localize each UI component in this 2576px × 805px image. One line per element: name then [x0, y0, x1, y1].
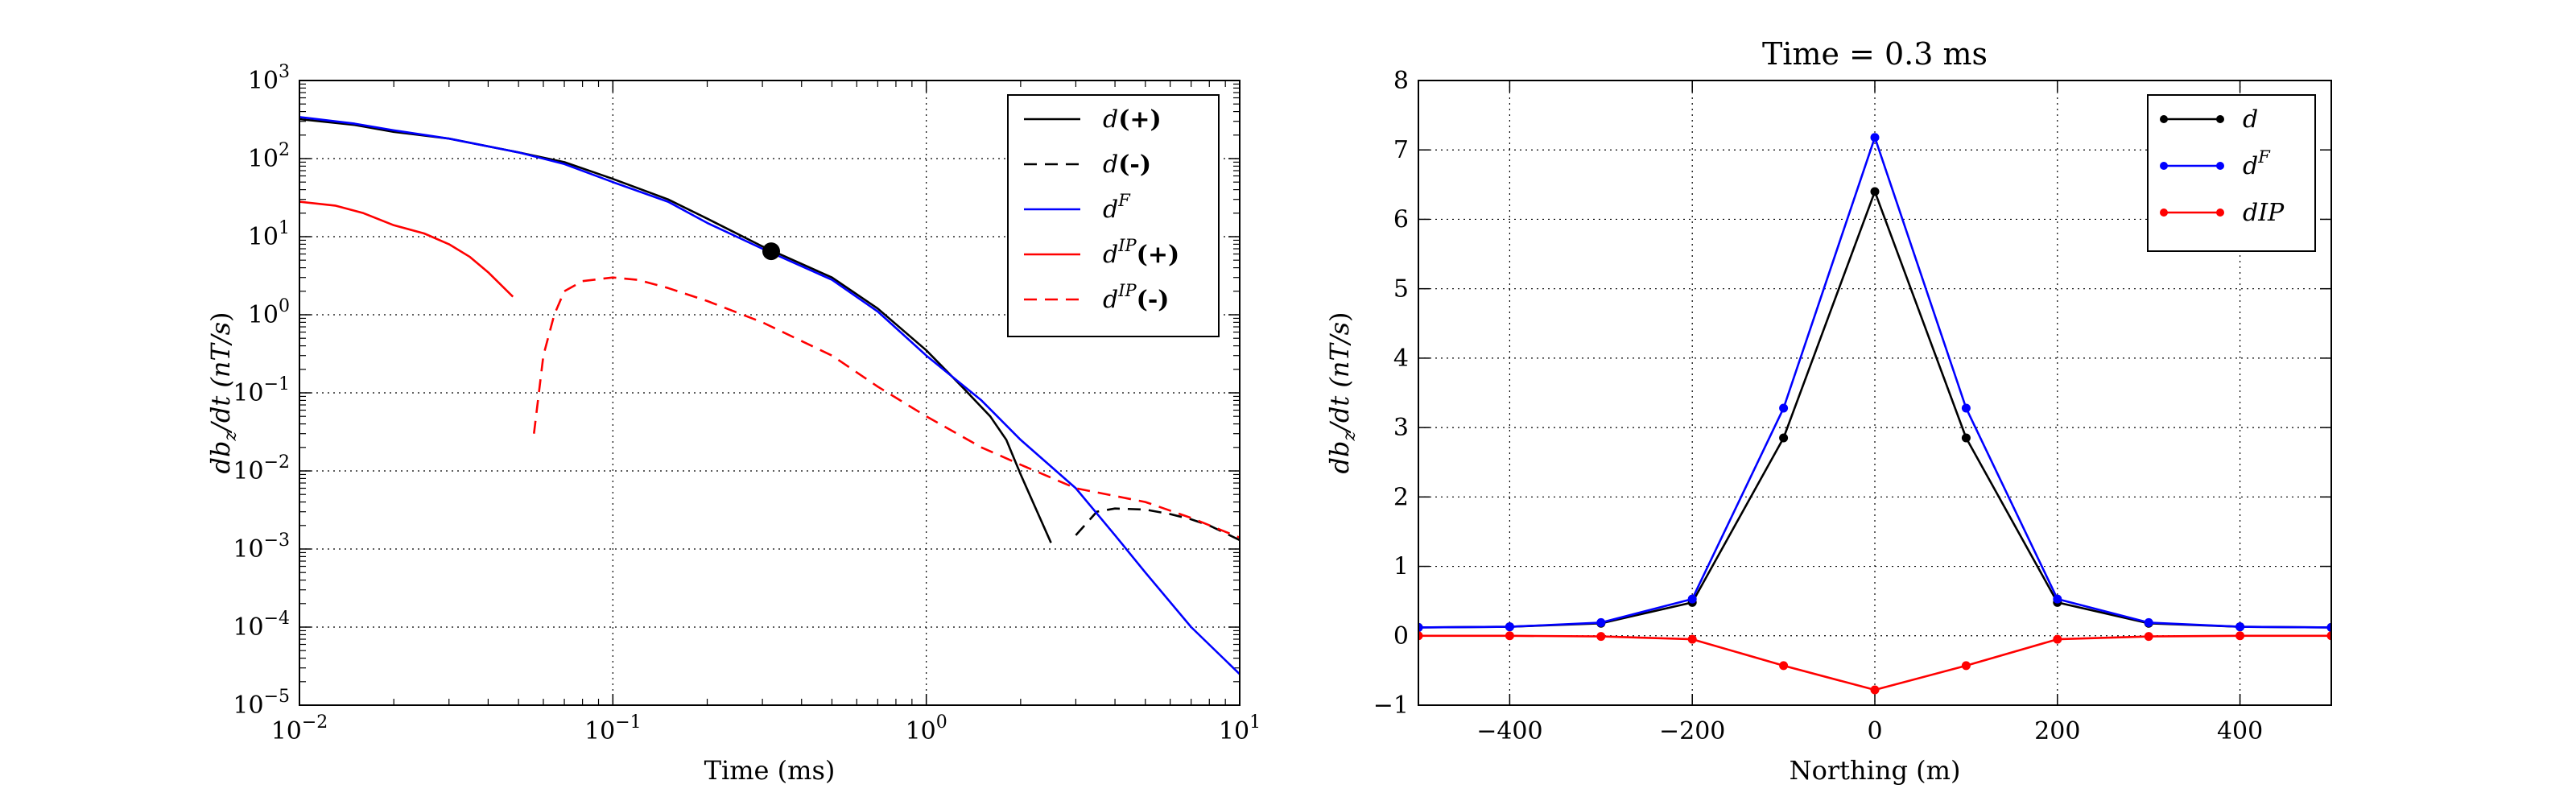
series-group: [299, 116, 1240, 675]
data-point: [1961, 403, 1971, 413]
y-tick-label: 7: [1393, 136, 1409, 164]
y-tick-label: 4: [1393, 345, 1409, 373]
y-tick-label: 2: [1393, 483, 1409, 511]
y-tick-label: 0: [1393, 622, 1409, 650]
y-tick-label: 101: [248, 218, 290, 251]
legend-label: dF: [2243, 147, 2271, 180]
legend-label: dF: [1103, 191, 1131, 224]
data-point: [1418, 631, 1423, 641]
y-tick-label: 1: [1393, 553, 1409, 581]
data-point: [2235, 631, 2245, 641]
data-point: [1687, 634, 1697, 644]
y-tick-label: 10−4: [233, 609, 290, 642]
data-point: [1596, 617, 1606, 627]
y-axis-label: dbz/dt (nT/s): [1324, 312, 1360, 474]
data-point: [1961, 661, 1971, 671]
legend-label: dIP: [2243, 199, 2285, 227]
y-axis-label: dbz/dt (nT/s): [205, 312, 241, 474]
data-point: [1418, 622, 1423, 632]
y-tick-label: 100: [248, 296, 290, 329]
data-point: [2144, 632, 2153, 642]
data-point: [1870, 133, 1880, 142]
y-tick-label: 10−3: [233, 530, 290, 564]
series-group: [1418, 133, 2331, 695]
y-tick-label: −1: [1373, 691, 1409, 720]
x-tick-label: 101: [1219, 712, 1261, 745]
legend-swatch-point: [2160, 115, 2168, 123]
x-tick-label: 0: [1867, 717, 1882, 745]
y-tick-label: 102: [248, 140, 290, 173]
plot-frame: [1418, 80, 2332, 706]
data-point: [1505, 631, 1514, 641]
chart-time-decay: 10−2 10−1 100 101 10−5 10−4 10−3 10−2 10−1 100 101…: [205, 62, 1261, 786]
y-tick-label: 5: [1393, 275, 1409, 303]
data-point: [1870, 685, 1880, 695]
data-point: [1596, 632, 1606, 642]
x-axis-label: Time (ms): [704, 755, 836, 786]
legend-swatch-point: [2216, 208, 2224, 217]
x-tick-label: 400: [2217, 717, 2263, 745]
y-tick-label: 10−1: [233, 374, 290, 407]
legend-label: d(+): [1103, 105, 1162, 134]
plot-frame: [299, 80, 1241, 706]
x-tick-label: 200: [2034, 717, 2080, 745]
y-tick-label: 8: [1393, 67, 1409, 95]
x-tick-label: 10−2: [271, 712, 328, 745]
data-point: [1779, 403, 1789, 413]
data-point: [1687, 594, 1697, 604]
legend-box: [2147, 94, 2316, 252]
series-line-d-f: [299, 116, 1240, 675]
data-point: [2144, 617, 2153, 627]
data-point: [2326, 622, 2331, 632]
data-point: [1961, 433, 1971, 443]
data-point: [1505, 622, 1514, 632]
y-tick-label: 103: [248, 62, 290, 95]
chart-northing-profile: −400 −200 0 200 400 −1 0 1 2 3 4 5 6 7 8 Northing (m) db…: [1324, 36, 2332, 786]
legend-label: dIP(-): [1103, 281, 1170, 314]
data-point: [2326, 631, 2331, 641]
legend-label: dIP(+): [1103, 236, 1179, 269]
y-tick-label: 6: [1393, 205, 1409, 233]
highlight-marker: [762, 242, 781, 261]
chart-title: Time = 0.3 ms: [1762, 36, 1988, 72]
y-tick-label: 3: [1393, 414, 1409, 442]
legend-label: d: [2243, 105, 2258, 134]
data-point: [1779, 661, 1789, 671]
y-tick-label: 10−2: [233, 452, 290, 485]
legend-swatch-point: [2160, 162, 2168, 170]
series-line-d-: [1075, 507, 1240, 542]
x-tick-label: −400: [1476, 717, 1542, 745]
data-point: [1779, 433, 1789, 443]
data-point: [2235, 622, 2245, 632]
x-tick-label: −200: [1659, 717, 1725, 745]
legend-swatch-point: [2216, 162, 2224, 170]
legend-swatch-point: [2216, 115, 2224, 123]
legend-box: [1007, 94, 1220, 337]
data-point: [1870, 187, 1880, 196]
x-tick-label: 10−1: [584, 712, 642, 745]
legend-swatch-point: [2160, 208, 2168, 217]
series-line-d-ip-: [299, 200, 514, 298]
data-point: [2053, 594, 2062, 604]
y-tick-label: 10−5: [233, 687, 290, 720]
x-axis-label: Northing (m): [1790, 755, 1961, 786]
x-tick-label: 100: [906, 712, 947, 745]
legend-label: d(-): [1103, 151, 1151, 179]
data-point: [2053, 634, 2062, 644]
